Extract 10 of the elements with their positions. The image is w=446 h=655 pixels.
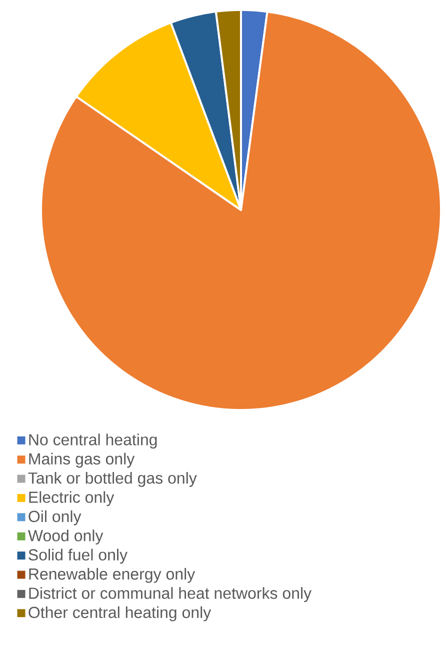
legend-label: Solid fuel only — [28, 548, 128, 564]
legend-label: Oil only — [28, 510, 82, 526]
legend-label: District or communal heat networks only — [29, 587, 312, 602]
legend-label: Tank or bottled gas only — [28, 472, 197, 487]
legend-label: Electric only — [29, 491, 114, 506]
legend-label: No central heating — [29, 434, 157, 449]
legend-label: Mains gas only — [29, 452, 135, 468]
legend-label: Wood only — [28, 530, 104, 544]
legend-label: Renewable energy only — [29, 568, 196, 583]
legend-label: Other central heating only — [28, 606, 212, 622]
